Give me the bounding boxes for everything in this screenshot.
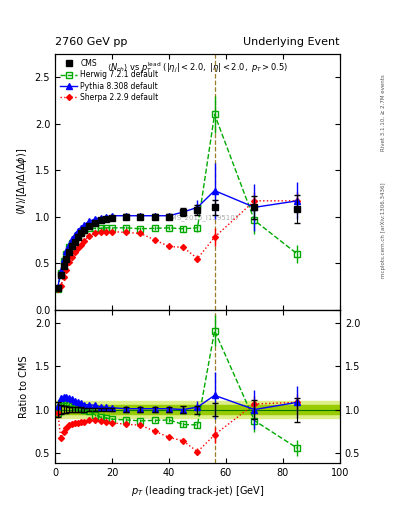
Bar <box>55 405 340 414</box>
Y-axis label: Ratio to CMS: Ratio to CMS <box>19 355 29 418</box>
Y-axis label: $\langle N\rangle/[\Delta\eta\Delta(\Delta\phi)]$: $\langle N\rangle/[\Delta\eta\Delta(\Del… <box>15 148 29 216</box>
Legend: CMS, Herwig 7.2.1 default, Pythia 8.308 default, Sherpa 2.2.9 default: CMS, Herwig 7.2.1 default, Pythia 8.308 … <box>59 57 160 103</box>
X-axis label: $p_T$ (leading track-jet) [GeV]: $p_T$ (leading track-jet) [GeV] <box>131 484 264 498</box>
Text: $\langle N_{ch}\rangle$ vs $p_T^{\rm lead}$ ($|\eta_j|<2.0,\ |\eta|<2.0,\ p_T>0.: $\langle N_{ch}\rangle$ vs $p_T^{\rm lea… <box>107 60 288 75</box>
Text: Underlying Event: Underlying Event <box>243 37 340 48</box>
Text: Rivet 3.1.10, ≥ 2.7M events: Rivet 3.1.10, ≥ 2.7M events <box>381 74 386 151</box>
Bar <box>55 401 340 418</box>
Text: 2760 GeV pp: 2760 GeV pp <box>55 37 127 48</box>
Text: mcplots.cern.ch [arXiv:1306.3436]: mcplots.cern.ch [arXiv:1306.3436] <box>381 183 386 278</box>
Text: CMS_2015_I1395107: CMS_2015_I1395107 <box>167 214 240 221</box>
